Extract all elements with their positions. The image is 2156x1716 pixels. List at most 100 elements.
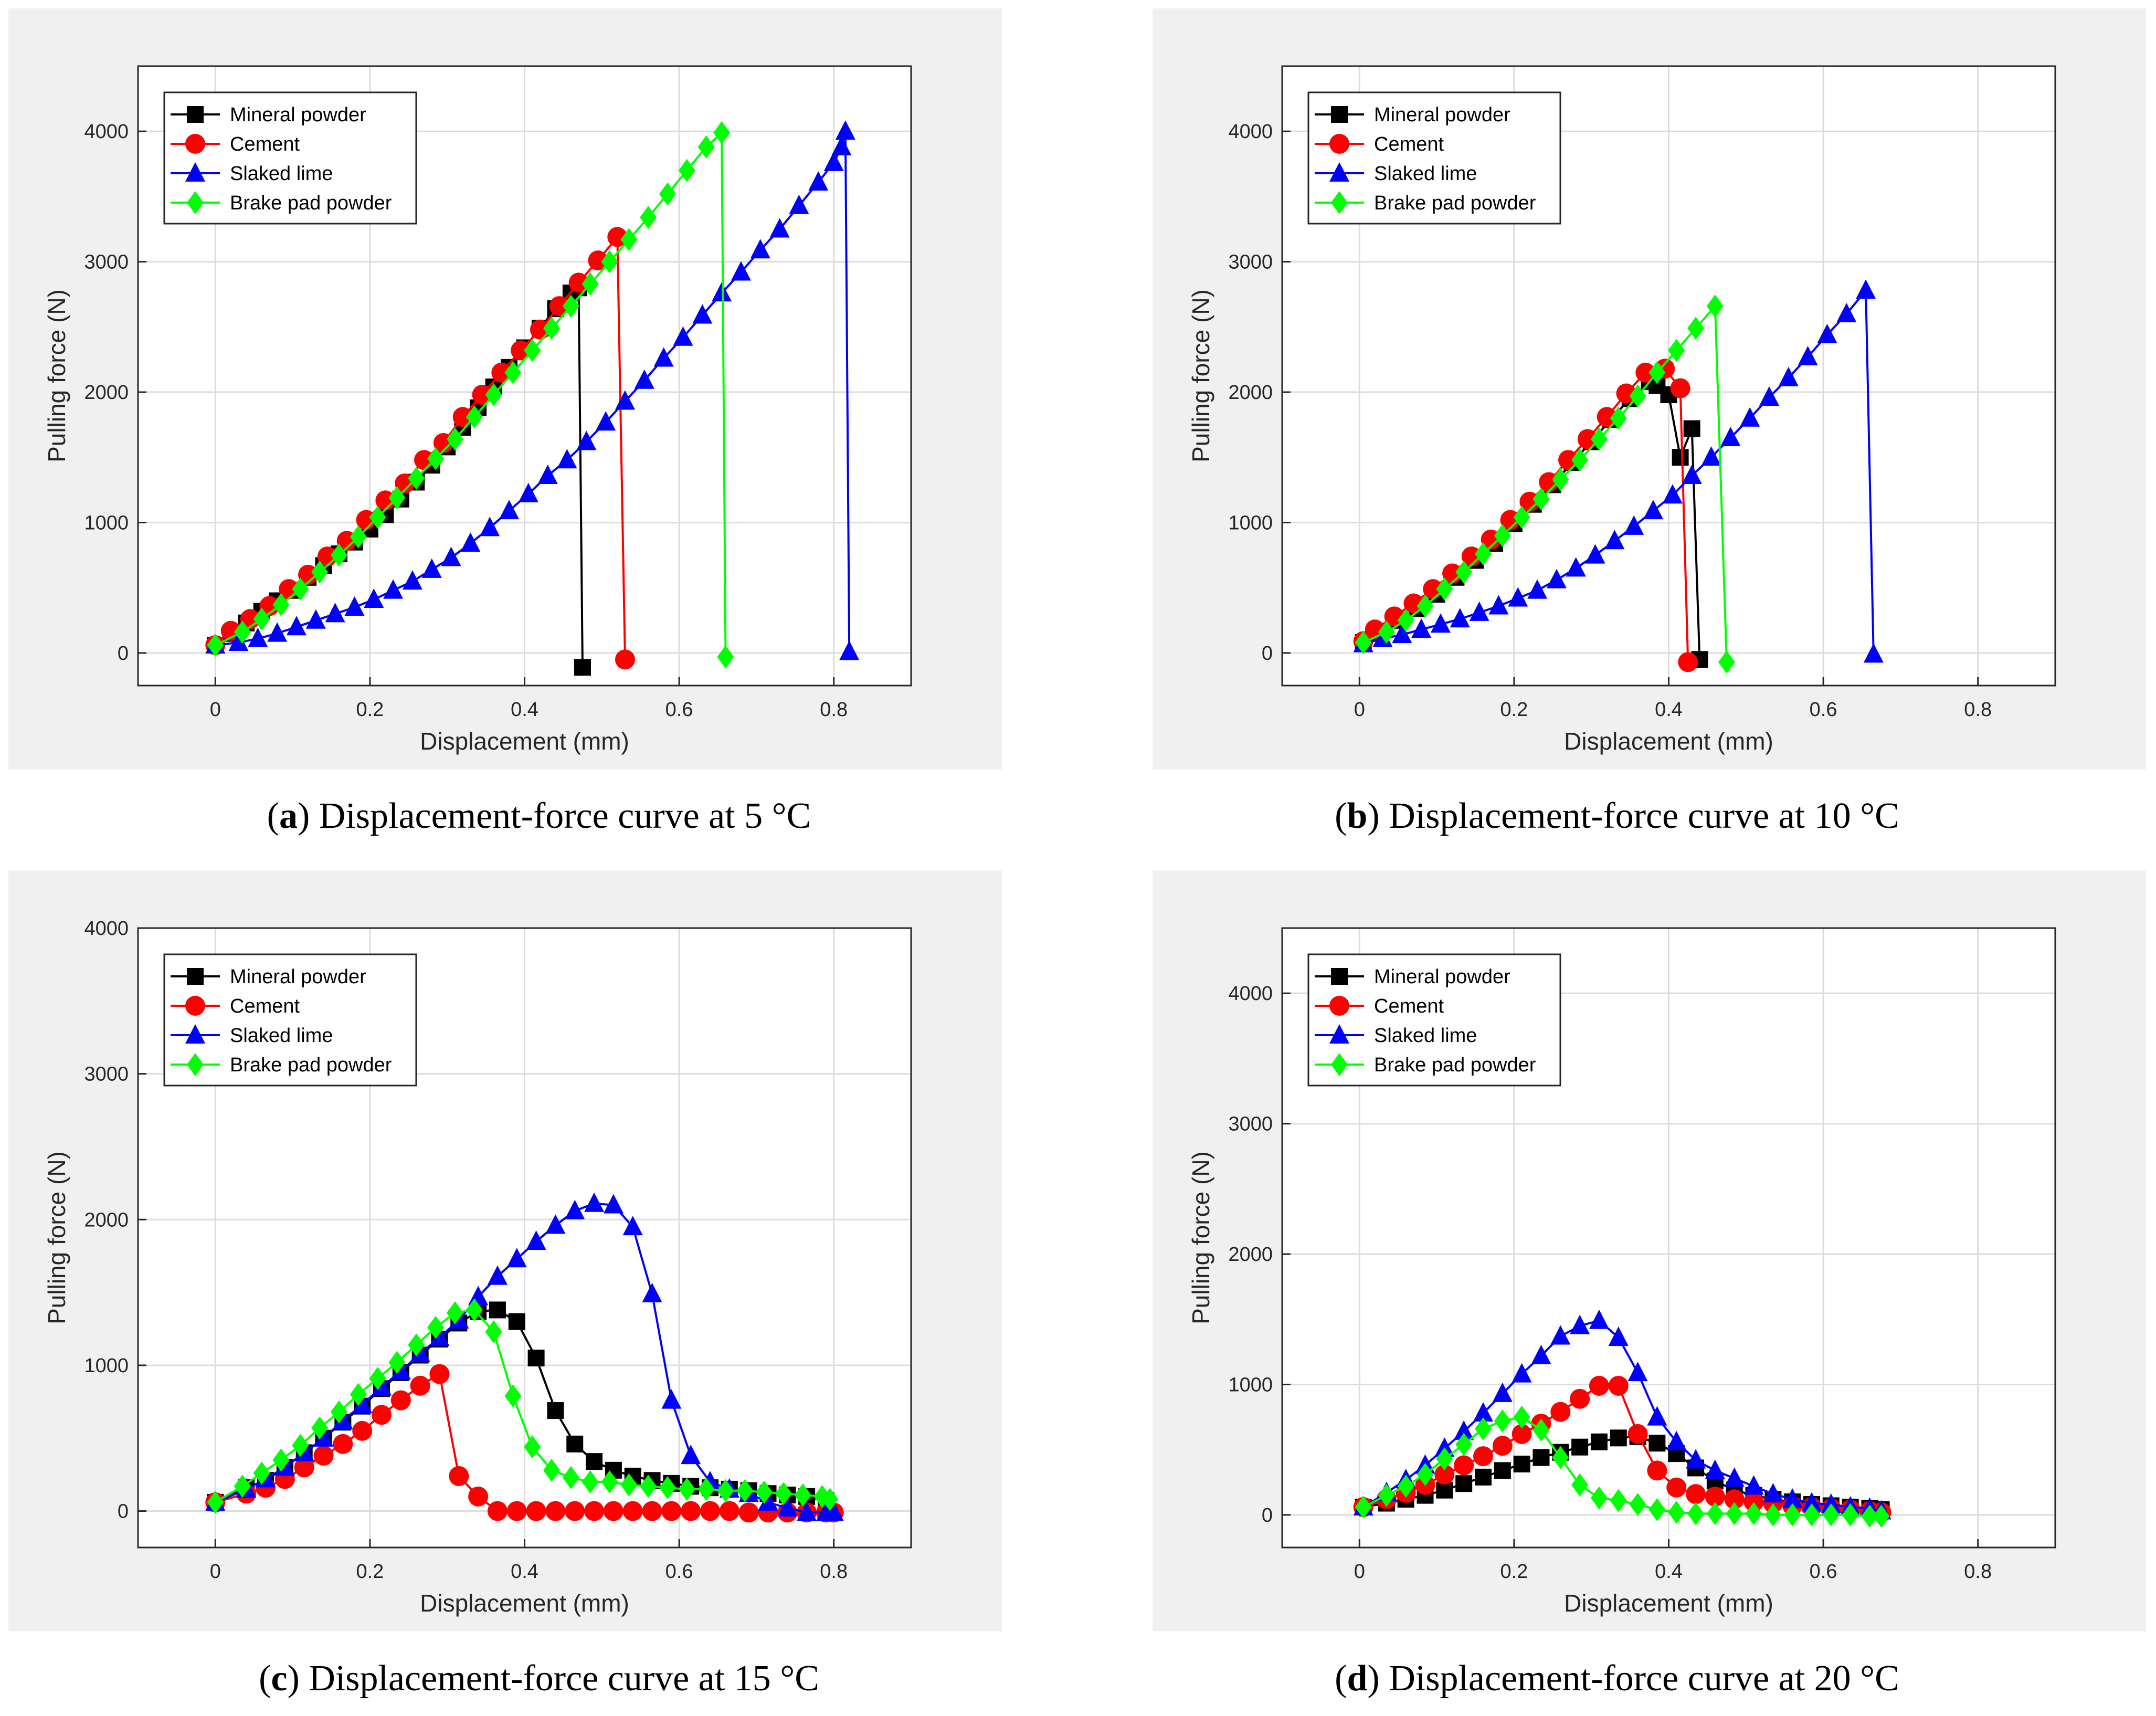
- x-tick-label: 0.8: [1964, 699, 1992, 721]
- data-point-cement: [1670, 378, 1690, 398]
- data-point-mineral-powder: [1683, 420, 1700, 437]
- data-point-cement: [661, 1501, 682, 1521]
- data-point-brake-pad-powder: [1397, 608, 1414, 632]
- data-point-slaked-lime: [1647, 1406, 1667, 1426]
- data-point-brake-pad-powder: [1784, 1503, 1801, 1526]
- x-tick-label: 0.2: [356, 699, 384, 721]
- data-point-mineral-powder: [547, 1402, 564, 1419]
- data-point-cement: [568, 272, 589, 293]
- data-point-cement: [1492, 1436, 1513, 1456]
- data-point-cement: [1558, 450, 1579, 470]
- data-point-mineral-powder: [574, 659, 591, 676]
- data-point-cement: [565, 1501, 585, 1521]
- y-tick-label: 1000: [1228, 1374, 1273, 1396]
- data-point-cement: [584, 1501, 605, 1521]
- data-point-brake-pad-powder: [1436, 1447, 1453, 1471]
- data-point-cement: [615, 649, 635, 670]
- data-point-brake-pad-powder: [1494, 1409, 1511, 1433]
- data-point-brake-pad-powder: [1474, 1417, 1492, 1440]
- data-point-mineral-powder: [1648, 1435, 1666, 1452]
- data-point-brake-pad-powder: [524, 339, 541, 362]
- chart-c: 0 0.2 0.4 0.6 0.8 0 1000 2000 3000 4000 Displaceme…: [43, 918, 912, 1617]
- data-point-mineral-powder: [1494, 1462, 1511, 1479]
- data-point-slaked-lime: [1604, 530, 1625, 550]
- data-point-brake-pad-powder: [562, 1466, 579, 1489]
- data-point-mineral-powder: [1610, 1429, 1627, 1447]
- legend-marker-cement: [185, 134, 205, 154]
- data-point-brake-pad-powder: [562, 294, 579, 318]
- data-point-cement: [1570, 1388, 1590, 1409]
- data-point-cement: [719, 1501, 739, 1521]
- data-point-slaked-lime: [823, 151, 844, 171]
- data-point-slaked-lime: [421, 558, 442, 578]
- data-point-slaked-lime: [1508, 587, 1528, 607]
- data-point-slaked-lime: [267, 622, 288, 642]
- data-point-brake-pad-powder: [620, 228, 638, 251]
- data-point-slaked-lime: [1488, 595, 1509, 615]
- data-point-cement: [738, 1502, 759, 1523]
- data-point-slaked-lime: [1759, 386, 1779, 406]
- data-point-cement: [545, 1501, 566, 1521]
- data-point-cement: [487, 1501, 508, 1521]
- data-point-slaked-lime: [565, 1199, 585, 1219]
- data-point-brake-pad-powder: [427, 447, 445, 470]
- data-point-slaked-lime: [526, 1230, 546, 1250]
- data-point-cement: [642, 1501, 662, 1521]
- data-point-mineral-powder: [508, 1313, 525, 1330]
- data-point-brake-pad-powder: [1842, 1503, 1859, 1526]
- data-point-slaked-lime: [823, 1501, 844, 1521]
- data-point-brake-pad-powder: [1706, 294, 1724, 318]
- data-point-mineral-powder: [489, 1301, 506, 1319]
- legend-marker-mineral-powder: [187, 968, 204, 985]
- series-line-slaked-lime: [1363, 287, 1875, 655]
- data-point-slaked-lime: [499, 500, 520, 520]
- data-point-slaked-lime: [835, 120, 855, 140]
- data-point-mineral-powder: [566, 1435, 584, 1452]
- data-point-slaked-lime: [777, 1497, 798, 1517]
- x-tick-label: 0.4: [511, 699, 538, 721]
- data-point-brake-pad-powder: [1533, 1418, 1550, 1442]
- data-point-mineral-powder: [1436, 1481, 1453, 1499]
- data-point-slaked-lime: [390, 1360, 411, 1380]
- data-point-mineral-powder: [1590, 1433, 1608, 1450]
- legend-label-mineral-powder: Mineral powder: [1374, 966, 1510, 988]
- data-point-cement: [700, 1501, 721, 1521]
- data-point-cement: [472, 385, 492, 405]
- y-axis-label: Pulling force (N): [1187, 1151, 1214, 1324]
- data-point-cement: [1686, 1484, 1706, 1504]
- data-point-slaked-lime: [487, 1265, 508, 1285]
- x-tick-label: 0.2: [356, 1561, 384, 1583]
- chart-a: 0 0.2 0.4 0.6 0.8 0 1000 2000 3000 4000 Displaceme…: [43, 65, 912, 755]
- panel-b: 0 0.2 0.4 0.6 0.8 0 1000 2000 3000 4000 Displaceme…: [1153, 8, 2146, 770]
- y-axis-label: Pulling force (N): [43, 1151, 70, 1324]
- data-point-brake-pad-powder: [717, 645, 734, 669]
- data-point-brake-pad-powder: [1436, 577, 1453, 601]
- data-point-brake-pad-powder: [311, 560, 329, 584]
- data-point-cement: [1473, 1446, 1493, 1467]
- data-point-cement: [1434, 1464, 1455, 1485]
- data-point-brake-pad-powder: [543, 317, 561, 340]
- y-tick-label: 2000: [84, 382, 129, 404]
- data-point-slaked-lime: [1430, 613, 1451, 633]
- data-point-brake-pad-powder: [659, 182, 677, 206]
- data-point-slaked-lime: [634, 369, 654, 389]
- legend-marker-brake-pad-powder: [187, 191, 204, 214]
- data-point-slaked-lime: [731, 261, 751, 281]
- y-tick-label: 2000: [84, 1209, 129, 1231]
- data-point-cement: [1608, 1375, 1629, 1396]
- x-tick-label: 0: [210, 1561, 221, 1583]
- y-tick-label: 3000: [1228, 251, 1273, 273]
- legend-label-slaked-lime: Slaked lime: [1374, 163, 1477, 185]
- data-point-slaked-lime: [1550, 1325, 1571, 1345]
- data-point-brake-pad-powder: [1455, 560, 1473, 584]
- data-point-cement: [1666, 1477, 1687, 1498]
- data-point-slaked-lime: [383, 579, 404, 599]
- data-point-brake-pad-powder: [1533, 487, 1550, 511]
- data-point-slaked-lime: [305, 609, 326, 629]
- data-point-slaked-lime: [1469, 601, 1489, 621]
- legend-label-slaked-lime: Slaked lime: [1374, 1025, 1477, 1047]
- data-point-brake-pad-powder: [524, 1435, 541, 1459]
- data-point-mineral-powder: [1571, 1438, 1589, 1456]
- data-point-brake-pad-powder: [1513, 506, 1530, 529]
- x-tick-label: 0.6: [665, 1561, 693, 1583]
